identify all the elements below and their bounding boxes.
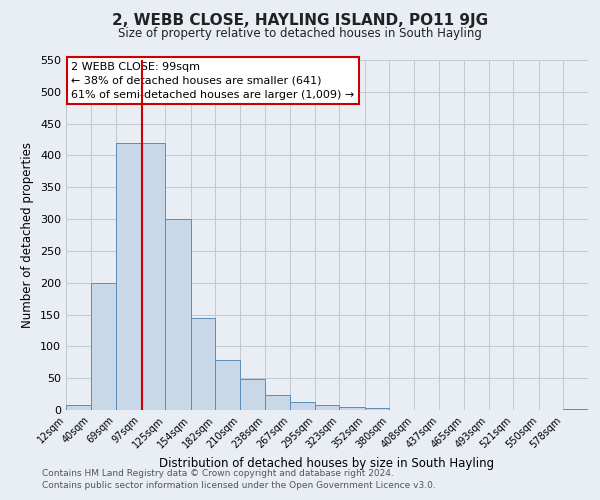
Bar bbox=[191, 318, 215, 410]
Bar bbox=[314, 405, 340, 410]
Text: Size of property relative to detached houses in South Hayling: Size of property relative to detached ho… bbox=[118, 28, 482, 40]
Bar bbox=[215, 360, 240, 410]
Bar bbox=[240, 380, 265, 410]
Bar bbox=[116, 142, 140, 410]
Bar bbox=[340, 407, 365, 410]
Text: 2 WEBB CLOSE: 99sqm
← 38% of detached houses are smaller (641)
61% of semi-detac: 2 WEBB CLOSE: 99sqm ← 38% of detached ho… bbox=[71, 62, 355, 100]
Text: Contains public sector information licensed under the Open Government Licence v3: Contains public sector information licen… bbox=[42, 481, 436, 490]
Bar bbox=[563, 408, 588, 410]
Bar bbox=[140, 142, 166, 410]
Bar bbox=[365, 408, 389, 410]
Y-axis label: Number of detached properties: Number of detached properties bbox=[22, 142, 34, 328]
Bar bbox=[91, 282, 116, 410]
Bar bbox=[290, 402, 314, 410]
Bar bbox=[66, 405, 91, 410]
Bar bbox=[265, 396, 290, 410]
X-axis label: Distribution of detached houses by size in South Hayling: Distribution of detached houses by size … bbox=[160, 456, 494, 469]
Bar bbox=[166, 219, 191, 410]
Text: Contains HM Land Registry data © Crown copyright and database right 2024.: Contains HM Land Registry data © Crown c… bbox=[42, 468, 394, 477]
Text: 2, WEBB CLOSE, HAYLING ISLAND, PO11 9JG: 2, WEBB CLOSE, HAYLING ISLAND, PO11 9JG bbox=[112, 12, 488, 28]
